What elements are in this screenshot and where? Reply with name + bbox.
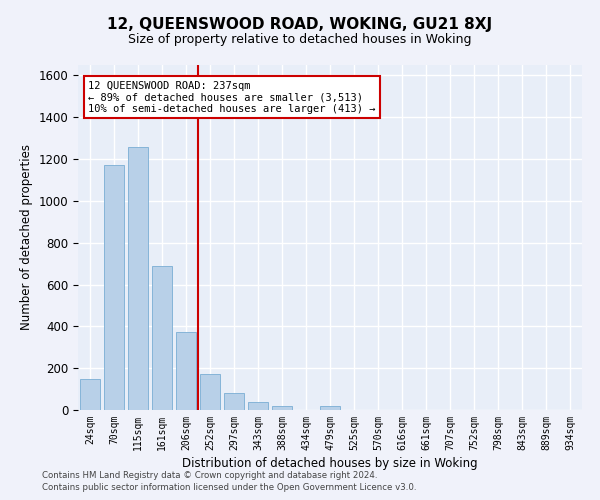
Bar bbox=[320, 406, 340, 410]
Bar bbox=[200, 374, 220, 410]
Text: Contains HM Land Registry data © Crown copyright and database right 2024.: Contains HM Land Registry data © Crown c… bbox=[42, 470, 377, 480]
Bar bbox=[128, 147, 148, 410]
Bar bbox=[80, 379, 100, 410]
Text: Size of property relative to detached houses in Woking: Size of property relative to detached ho… bbox=[128, 32, 472, 46]
Bar bbox=[224, 392, 244, 410]
Bar bbox=[104, 166, 124, 410]
Text: 12, QUEENSWOOD ROAD, WOKING, GU21 8XJ: 12, QUEENSWOOD ROAD, WOKING, GU21 8XJ bbox=[107, 18, 493, 32]
Text: 12 QUEENSWOOD ROAD: 237sqm
← 89% of detached houses are smaller (3,513)
10% of s: 12 QUEENSWOOD ROAD: 237sqm ← 89% of deta… bbox=[88, 80, 376, 114]
Bar bbox=[152, 266, 172, 410]
Bar bbox=[176, 332, 196, 410]
Bar bbox=[272, 406, 292, 410]
Y-axis label: Number of detached properties: Number of detached properties bbox=[20, 144, 33, 330]
Text: Contains public sector information licensed under the Open Government Licence v3: Contains public sector information licen… bbox=[42, 483, 416, 492]
X-axis label: Distribution of detached houses by size in Woking: Distribution of detached houses by size … bbox=[182, 457, 478, 470]
Bar bbox=[248, 402, 268, 410]
